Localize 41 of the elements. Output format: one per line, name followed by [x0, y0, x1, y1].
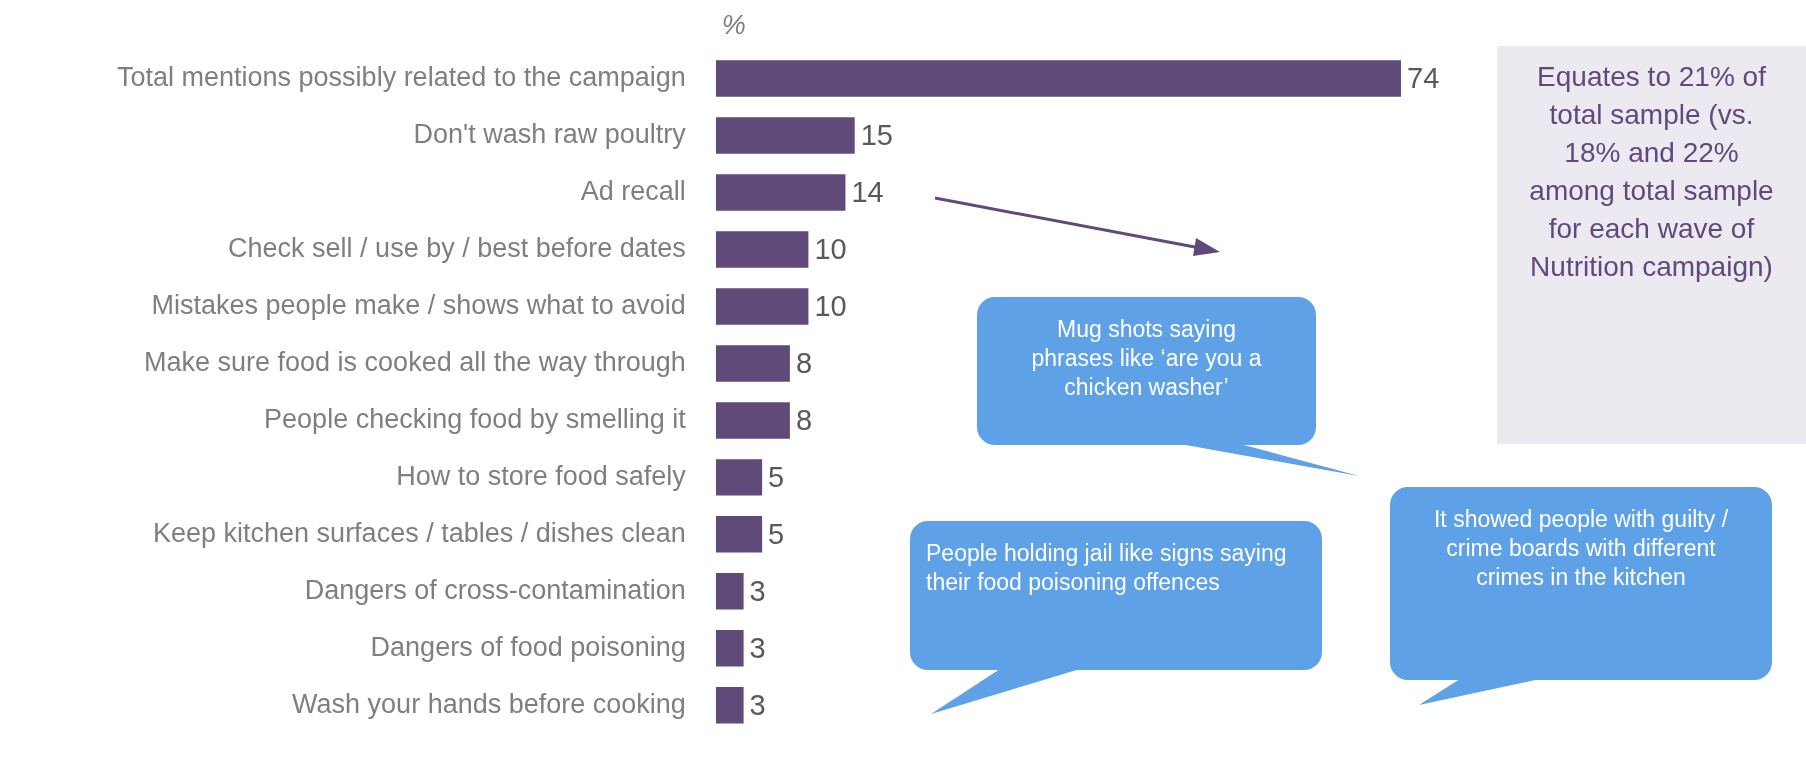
y-tick-label: Make sure food is cooked all the way through — [144, 346, 686, 377]
data-label: 15 — [860, 119, 893, 152]
data-label: 3 — [749, 632, 766, 665]
annotation: People holding jail like signs saying their food poisoning offences — [926, 539, 1288, 597]
data-label: 3 — [749, 689, 766, 722]
y-tick-label: People checking food by smelling it — [264, 403, 687, 434]
annotation: Mug shots saying phrases like ‘are you a chicken washer’ — [1030, 315, 1263, 402]
y-tick-label: Don't wash raw poultry — [413, 118, 687, 149]
data-label: 8 — [795, 404, 813, 437]
bar — [715, 630, 744, 667]
y-tick-label: How to store food safely — [396, 460, 687, 491]
data-label: 5 — [768, 461, 785, 494]
data-label: 74 — [1407, 62, 1440, 95]
bar — [715, 288, 809, 325]
bar — [715, 117, 855, 154]
y-tick-label: Dangers of food poisoning — [370, 631, 686, 662]
text: It showed people with guilty / crime boards with different crimes in the kitchen — [1432, 505, 1730, 592]
bar — [715, 687, 744, 724]
y-tick-label: Dangers of cross-contamination — [304, 574, 686, 605]
data-label: 5 — [768, 518, 785, 551]
bar — [715, 174, 846, 211]
bar — [715, 459, 763, 496]
bar — [715, 573, 744, 610]
data-label: 14 — [851, 176, 884, 209]
data-label: 8 — [795, 347, 813, 380]
y-tick-label: Total mentions possibly related to the campaign — [116, 61, 686, 92]
data-label: 3 — [749, 575, 766, 608]
chart-title: % — [721, 9, 746, 40]
y-tick-label: Mistakes people make / shows what to avoid — [151, 289, 686, 320]
bar — [715, 345, 790, 382]
y-tick-label: Check sell / use by / best before dates — [228, 232, 686, 263]
bar — [715, 60, 1401, 97]
bar — [715, 231, 809, 268]
y-tick-label: Ad recall — [580, 175, 686, 206]
data-label: 10 — [814, 233, 847, 266]
y-tick-label: Wash your hands before cooking — [292, 688, 686, 719]
bar — [715, 516, 763, 553]
text: Equates to 21% of total sample (vs. 18% and 22% among total sample for each wave of Nutrition campaign) — [1497, 46, 1806, 444]
bar — [715, 402, 790, 439]
y-tick-label: Keep kitchen surfaces / tables / dishes clean — [153, 517, 686, 548]
data-label: 10 — [814, 290, 847, 323]
